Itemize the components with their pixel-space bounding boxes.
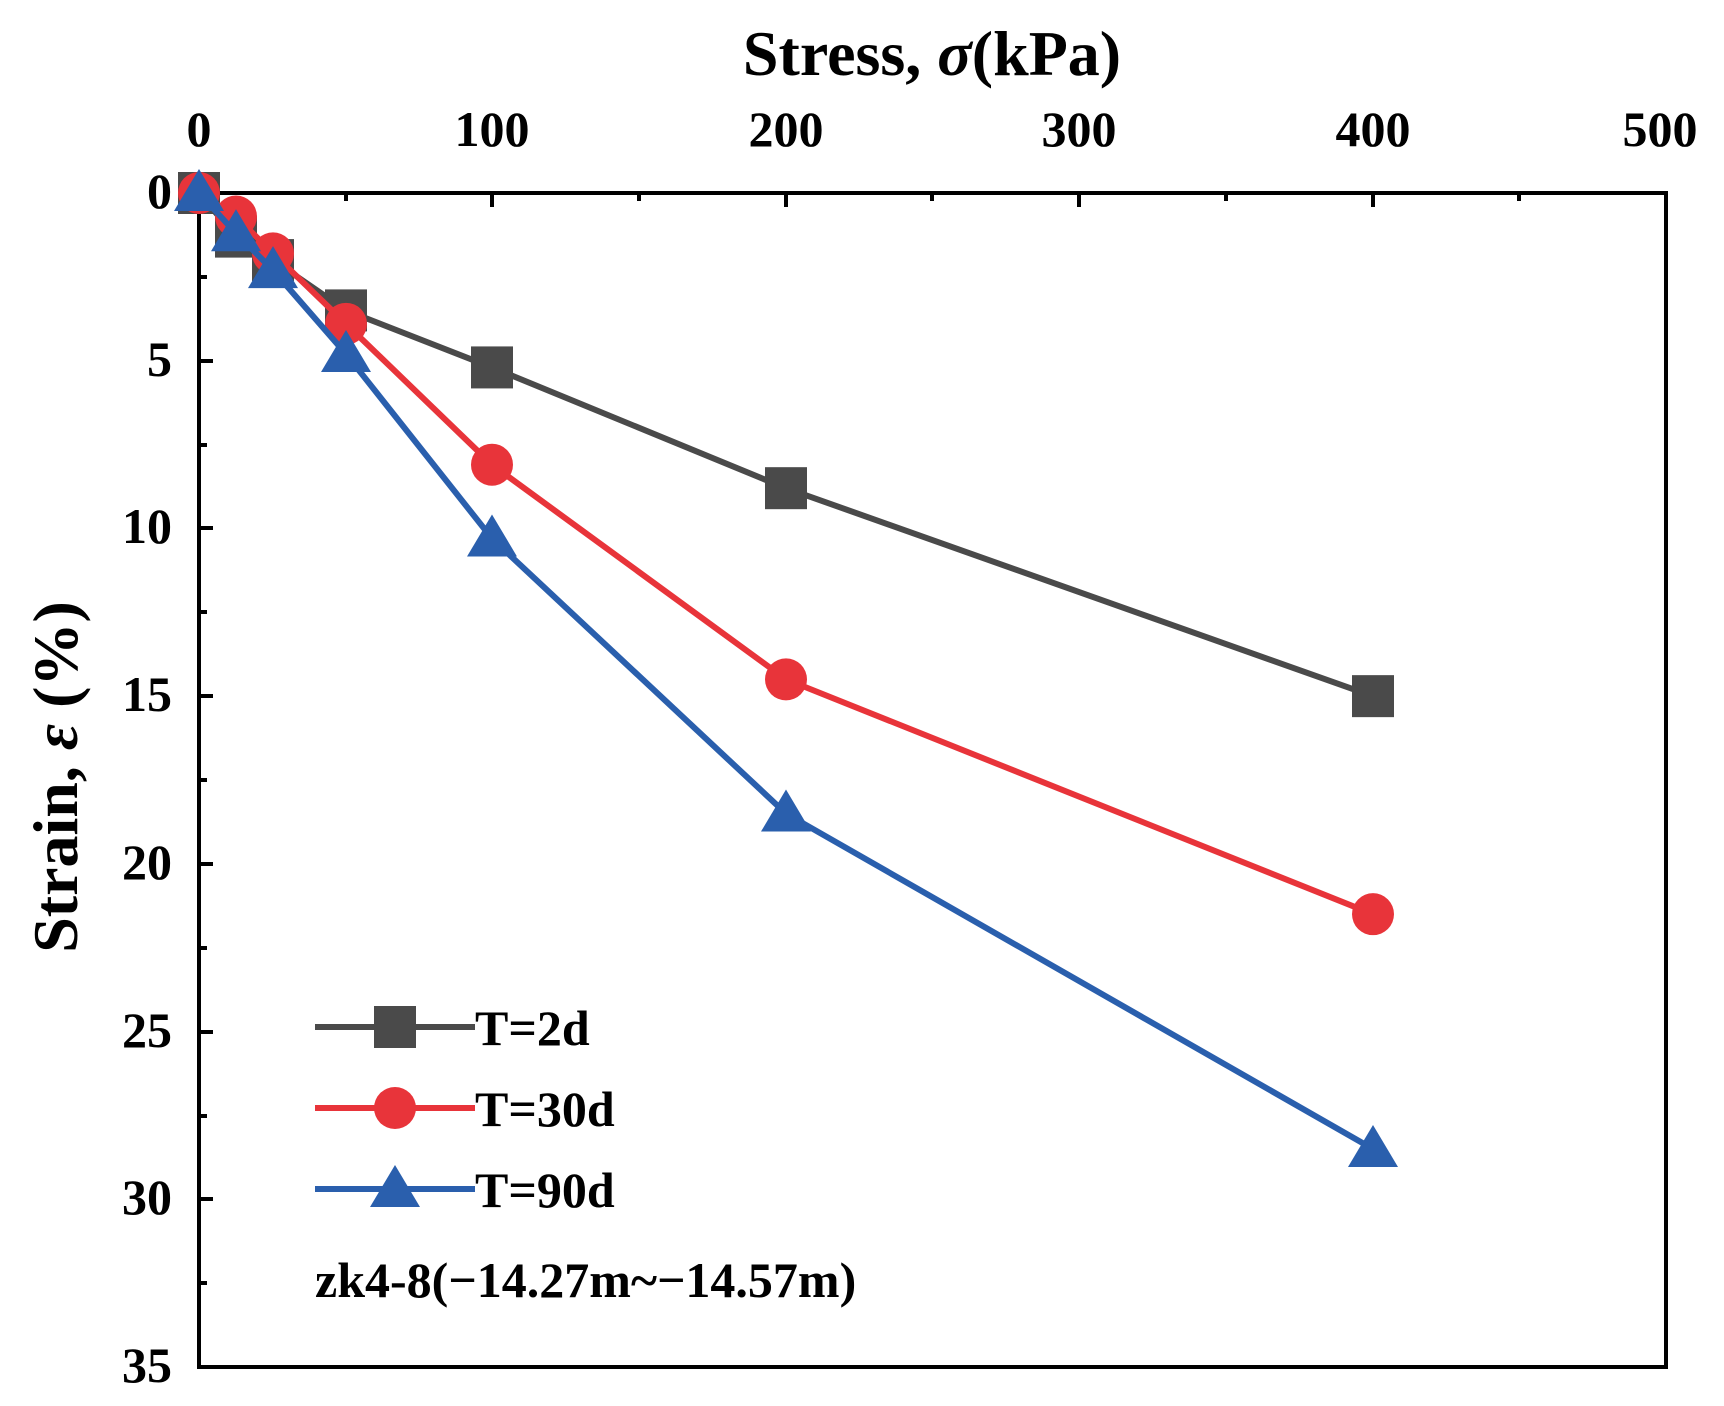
x-tick-label: 300: [1042, 101, 1117, 157]
y-tick-labels: 0 5 10 15 20 25 30 35: [122, 163, 172, 1393]
sample-annotation: zk4-8(−14.27m~−14.57m): [315, 1252, 856, 1308]
legend: T=2d T=30d T=90d: [315, 1000, 615, 1218]
legend-marker-triangle: [370, 1165, 420, 1207]
y-tick-label: 15: [122, 666, 172, 722]
x-tick-label: 200: [749, 101, 824, 157]
data-point-T=2d-4: [471, 346, 513, 389]
data-point-T=90d-1: [211, 209, 261, 252]
legend-label-t2d: T=2d: [475, 1000, 590, 1056]
data-point-T=90d-2: [248, 246, 298, 289]
data-point-T=90d-0: [174, 169, 224, 211]
data-point-T=90d-6: [1348, 1124, 1398, 1167]
x-tick-label: 100: [455, 101, 530, 157]
data-point-T=90d-5: [761, 789, 811, 832]
y-tick-label: 0: [147, 163, 172, 219]
y-tick-label: 20: [122, 834, 172, 890]
y-tick-label: 5: [147, 331, 172, 387]
legend-label-t30d: T=30d: [475, 1081, 615, 1137]
data-point-T=2d-6: [1352, 675, 1394, 718]
data-point-T=30d-5: [765, 658, 807, 701]
x-tick-label: 0: [187, 101, 212, 157]
data-point-T=90d-3: [321, 330, 371, 373]
series-layer: [174, 169, 1398, 1167]
y-axis-title: Strain, ε (%): [20, 601, 91, 953]
y-tick-label: 10: [122, 498, 172, 554]
x-axis-title: Stress, σ(kPa): [743, 18, 1121, 89]
legend-marker-square: [374, 1006, 416, 1048]
y-tick-label: 25: [122, 1002, 172, 1058]
x-tick-label: 400: [1336, 101, 1411, 157]
legend-label-t90d: T=90d: [475, 1162, 615, 1218]
data-point-T=30d-4: [471, 443, 513, 486]
data-point-T=90d-4: [467, 514, 517, 557]
data-point-T=30d-6: [1352, 893, 1394, 936]
data-point-T=30d-3: [325, 302, 367, 345]
data-point-T=2d-5: [765, 467, 807, 510]
y-tick-label: 30: [122, 1169, 172, 1225]
y-tick-label: 35: [122, 1337, 172, 1393]
legend-marker-circle: [374, 1087, 416, 1129]
x-tick-label: 500: [1623, 101, 1698, 157]
x-tick-labels: 0 100 200 300 400 500: [187, 101, 1698, 157]
